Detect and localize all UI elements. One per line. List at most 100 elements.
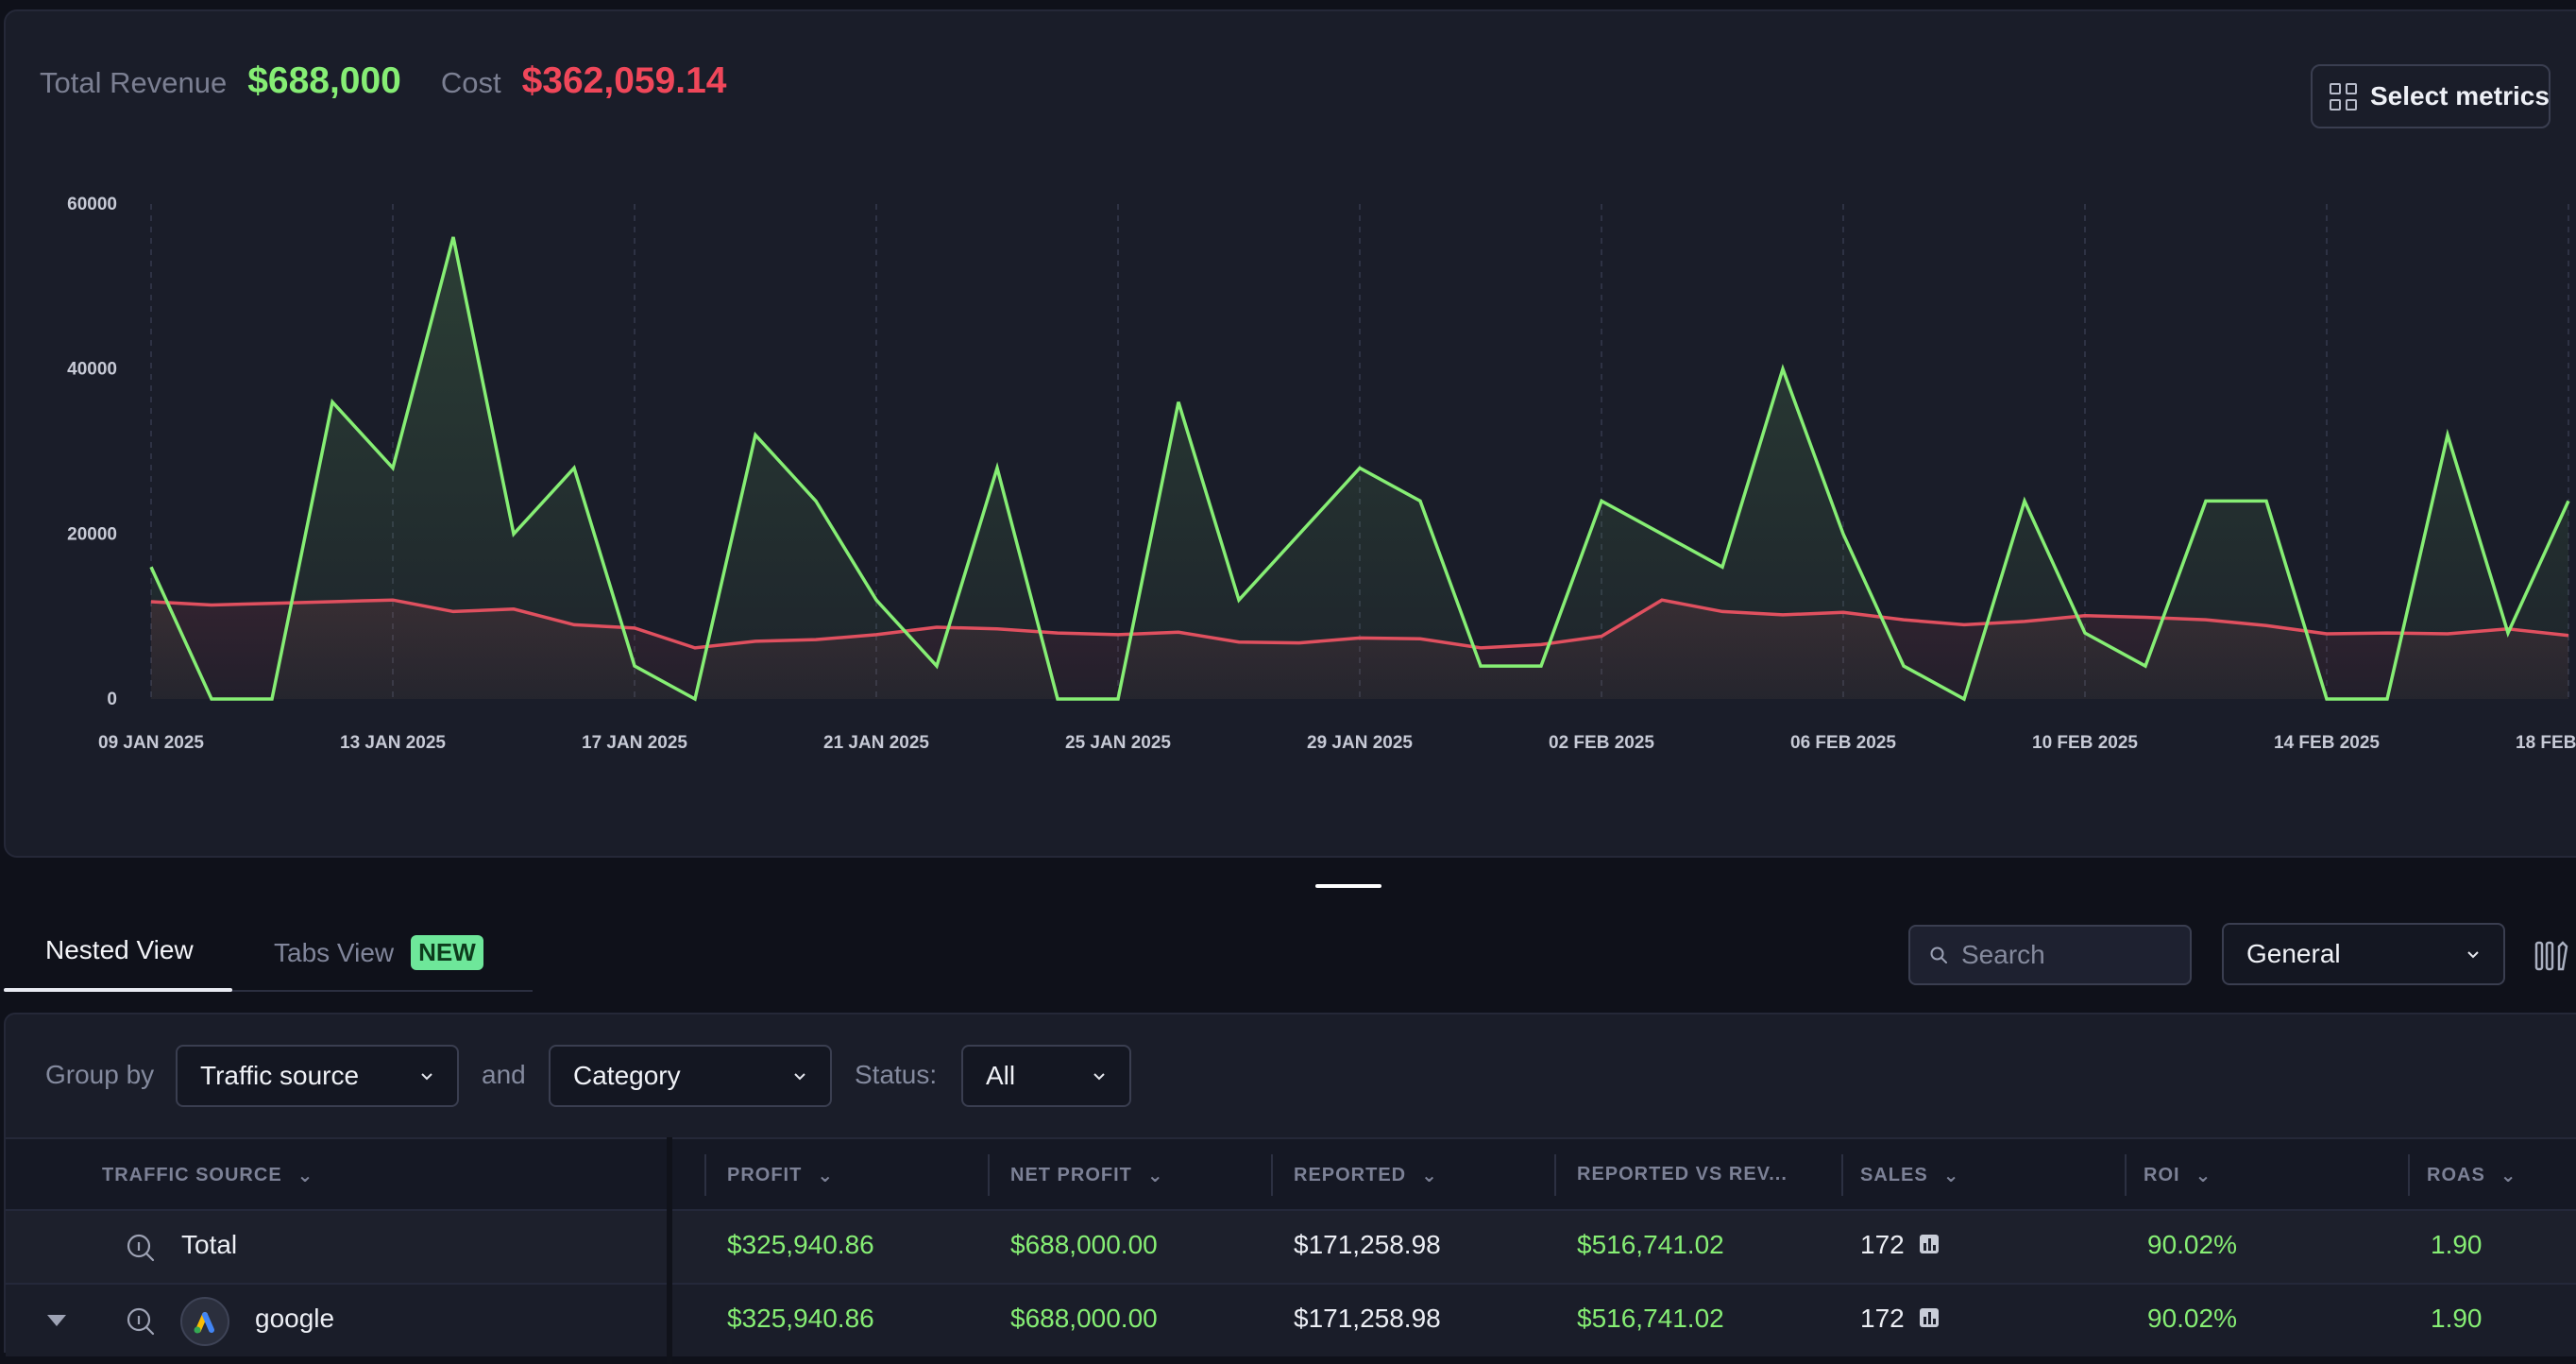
tab-nested-view[interactable]: Nested View	[45, 935, 194, 965]
col-roas[interactable]: ROAS ⌄	[2427, 1164, 2517, 1187]
group-by-select[interactable]: Traffic source	[176, 1045, 459, 1107]
col-reported[interactable]: REPORTED ⌄	[1294, 1164, 1438, 1187]
cost-point[interactable]	[991, 623, 1003, 635]
col-reported-vs-rev[interactable]: REPORTED VS REV...	[1577, 1164, 1788, 1185]
revenue-point[interactable]	[629, 660, 640, 672]
cost-point[interactable]	[871, 629, 882, 640]
revenue-point[interactable]	[1958, 693, 1970, 705]
revenue-point[interactable]	[1233, 594, 1245, 605]
revenue-point[interactable]	[1475, 660, 1486, 672]
cost-point[interactable]	[1294, 638, 1305, 649]
revenue-point[interactable]	[1656, 528, 1668, 539]
revenue-point[interactable]	[1173, 397, 1184, 408]
cost-point[interactable]	[1898, 614, 1909, 625]
col-traffic-source[interactable]: TRAFFIC SOURCE ⌄	[102, 1164, 314, 1187]
cost-point[interactable]	[931, 622, 942, 633]
search-input[interactable]	[1961, 940, 2169, 970]
cost-point[interactable]	[2079, 610, 2091, 622]
cost-point[interactable]	[206, 599, 217, 610]
cost-point[interactable]	[1535, 639, 1547, 650]
revenue-point[interactable]	[2200, 495, 2212, 506]
cost-point[interactable]	[1596, 631, 1607, 642]
revenue-point[interactable]	[2140, 660, 2151, 672]
cost-point[interactable]	[2563, 630, 2574, 641]
bar-chart-icon[interactable]	[1919, 1307, 1940, 1328]
table-row-total[interactable]: Total $325,940.86 $688,000.00 $171,258.9…	[6, 1209, 2576, 1283]
cost-point[interactable]	[2502, 623, 2514, 635]
cost-point[interactable]	[327, 596, 338, 607]
revenue-point[interactable]	[387, 462, 398, 473]
select-metrics-button[interactable]: Select metrics	[2311, 64, 2551, 128]
cost-point[interactable]	[1415, 633, 1426, 644]
revenue-point[interactable]	[1112, 693, 1124, 705]
cost-point[interactable]	[689, 642, 701, 654]
view-preset-select[interactable]: General	[2222, 923, 2505, 985]
cost-point[interactable]	[1958, 619, 1970, 630]
revenue-point[interactable]	[1898, 660, 1909, 672]
cost-point[interactable]	[2261, 620, 2272, 631]
revenue-point[interactable]	[508, 528, 519, 539]
revenue-point[interactable]	[448, 231, 459, 243]
col-profit[interactable]: PROFIT ⌄	[727, 1164, 834, 1187]
col-roi[interactable]: ROI ⌄	[2144, 1164, 2212, 1187]
revenue-point[interactable]	[931, 660, 942, 672]
table-row-google[interactable]: google $325,940.86 $688,000.00 $171,258.…	[6, 1283, 2576, 1356]
bar-chart-icon[interactable]	[1919, 1234, 1940, 1254]
revenue-point[interactable]	[2321, 693, 2332, 705]
resize-handle[interactable]	[1315, 884, 1381, 888]
revenue-point[interactable]	[568, 462, 580, 473]
revenue-point[interactable]	[1717, 561, 1728, 572]
cost-point[interactable]	[448, 605, 459, 617]
cost-point[interactable]	[1173, 626, 1184, 638]
expand-caret-icon[interactable]	[45, 1313, 68, 1328]
revenue-point[interactable]	[145, 561, 157, 572]
cost-point[interactable]	[266, 598, 278, 609]
info-search-icon[interactable]	[125, 1232, 157, 1264]
cost-point[interactable]	[1475, 642, 1486, 654]
revenue-point[interactable]	[2079, 627, 2091, 639]
revenue-point[interactable]	[871, 594, 882, 605]
col-sales[interactable]: SALES ⌄	[1860, 1164, 1959, 1187]
cost-point[interactable]	[1354, 632, 1365, 643]
cost-point[interactable]	[2381, 627, 2393, 639]
revenue-point[interactable]	[2563, 495, 2574, 506]
revenue-point[interactable]	[266, 693, 278, 705]
col-net-profit[interactable]: NET PROFIT ⌄	[1010, 1164, 1164, 1187]
cost-point[interactable]	[568, 619, 580, 630]
cost-point[interactable]	[1656, 594, 1668, 605]
revenue-point[interactable]	[2261, 495, 2272, 506]
revenue-point[interactable]	[1596, 495, 1607, 506]
info-search-icon[interactable]	[125, 1305, 157, 1338]
cost-point[interactable]	[1777, 609, 1788, 621]
cost-point[interactable]	[2321, 628, 2332, 639]
cost-point[interactable]	[145, 596, 157, 607]
revenue-point[interactable]	[2019, 495, 2030, 506]
cost-point[interactable]	[387, 594, 398, 605]
revenue-point[interactable]	[2442, 430, 2453, 441]
revenue-point[interactable]	[1294, 528, 1305, 539]
revenue-point[interactable]	[810, 495, 822, 506]
revenue-point[interactable]	[1535, 660, 1547, 672]
cost-point[interactable]	[1717, 605, 1728, 617]
revenue-point[interactable]	[1777, 364, 1788, 375]
revenue-point[interactable]	[1838, 528, 1849, 539]
cost-point[interactable]	[508, 604, 519, 615]
cost-point[interactable]	[629, 622, 640, 634]
columns-settings-icon[interactable]	[2534, 939, 2568, 973]
cost-point[interactable]	[2442, 628, 2453, 639]
revenue-point[interactable]	[2381, 693, 2393, 705]
cost-point[interactable]	[1052, 627, 1063, 639]
cost-point[interactable]	[1233, 637, 1245, 648]
cost-point[interactable]	[1838, 606, 1849, 618]
cost-point[interactable]	[1112, 629, 1124, 640]
cost-point[interactable]	[2019, 616, 2030, 627]
revenue-point[interactable]	[206, 693, 217, 705]
search-field[interactable]	[1908, 925, 2192, 985]
revenue-point[interactable]	[689, 693, 701, 705]
cost-point[interactable]	[810, 634, 822, 645]
secondary-group-select[interactable]: Category	[549, 1045, 832, 1107]
revenue-point[interactable]	[327, 397, 338, 408]
cost-point[interactable]	[2200, 614, 2212, 625]
cost-point[interactable]	[2140, 612, 2151, 623]
tab-tabs-view[interactable]: Tabs View NEW	[274, 935, 483, 970]
